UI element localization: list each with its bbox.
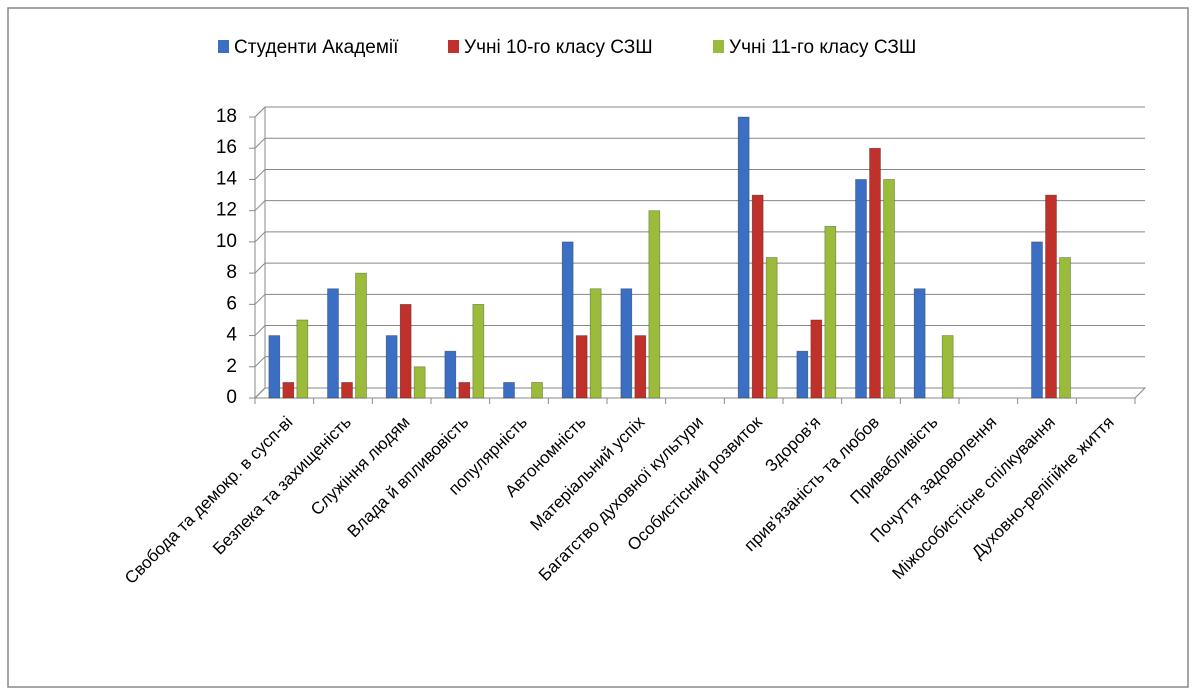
grid-line [254, 325, 1145, 336]
grid-line [254, 106, 1145, 118]
bar [355, 272, 367, 399]
y-tick-label: 8 [226, 262, 237, 283]
grid-line [254, 387, 1145, 399]
bar [796, 350, 809, 399]
legend-label: Учні 11-го класу СЗШ [729, 37, 916, 58]
legend-label: Студенти Академії [234, 37, 399, 58]
y-tick-label: 18 [216, 106, 237, 127]
bar [268, 335, 281, 399]
bar [385, 335, 398, 399]
y-tick-label: 16 [216, 137, 237, 158]
grid-line [254, 262, 1145, 274]
bar [503, 382, 515, 399]
legend-swatch [448, 40, 459, 53]
grid-line [254, 137, 1145, 149]
grid-line [254, 293, 1145, 305]
bar [399, 303, 412, 399]
bar [883, 179, 895, 399]
bar [282, 382, 295, 399]
y-tick-label: 14 [216, 168, 238, 189]
grid-line [254, 168, 1145, 180]
y-tick-label: 6 [226, 293, 237, 314]
bar [913, 288, 926, 399]
bar [561, 241, 574, 399]
bar [472, 303, 485, 399]
bar [634, 335, 647, 399]
bar [751, 194, 764, 399]
legend-label: Учні 10-го класу СЗШ [464, 37, 653, 58]
y-tick-label: 0 [226, 387, 237, 408]
bar [620, 288, 633, 399]
bar [648, 210, 661, 399]
bar [824, 225, 837, 399]
bar [531, 382, 543, 399]
bar [855, 179, 867, 399]
grid-line [254, 200, 1145, 212]
y-tick-label: 2 [226, 356, 237, 377]
bar [296, 319, 309, 399]
bar [413, 366, 426, 399]
bar [575, 335, 588, 399]
grid-line [254, 231, 1145, 243]
bar [810, 319, 823, 399]
bar [589, 288, 602, 399]
bar [737, 116, 750, 399]
bar [765, 257, 778, 399]
bar [941, 335, 954, 399]
y-tick-label: 12 [216, 200, 237, 221]
y-tick-label: 4 [226, 325, 237, 346]
bar [444, 350, 457, 399]
bar [869, 147, 881, 399]
bar [327, 288, 339, 399]
y-tick-label: 10 [216, 231, 237, 252]
legend-swatch [713, 40, 724, 53]
bar [1031, 241, 1043, 399]
bar [1045, 194, 1057, 399]
bar [1059, 257, 1071, 399]
bar [458, 382, 471, 399]
legend-swatch [218, 40, 229, 53]
grid-line [254, 356, 1145, 368]
bar [341, 382, 353, 399]
